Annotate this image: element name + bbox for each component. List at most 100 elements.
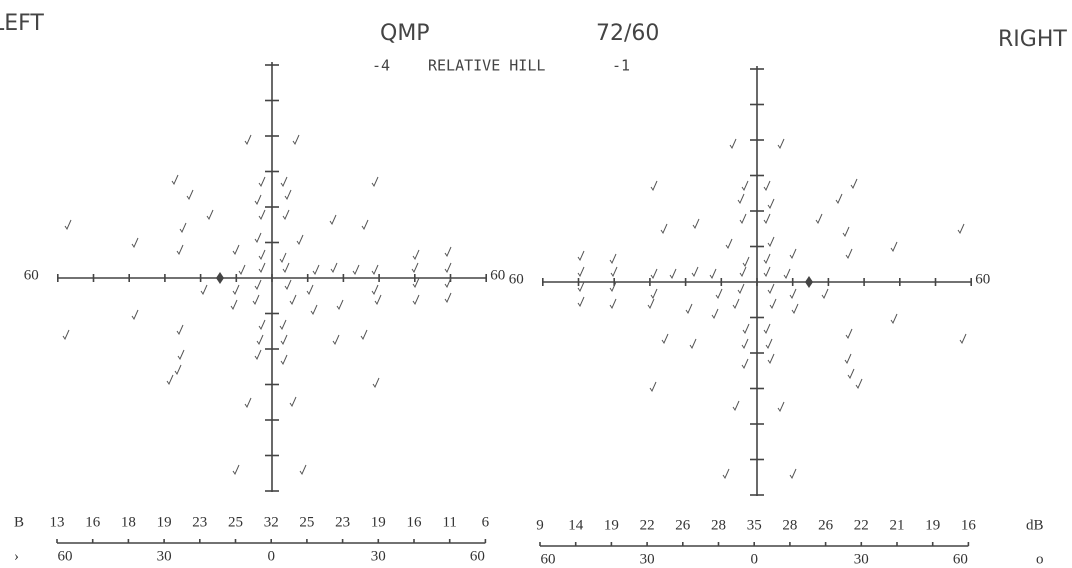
db-value: 22	[854, 517, 869, 533]
db-value: 9	[536, 517, 544, 533]
response-check	[256, 334, 264, 346]
response-check	[722, 468, 730, 480]
response-check	[352, 264, 360, 276]
response-check	[444, 277, 452, 289]
response-check	[890, 241, 898, 253]
response-check	[232, 244, 240, 256]
mode: RELATIVE HILL	[428, 57, 545, 75]
response-check	[238, 264, 246, 276]
left-value: -4	[372, 57, 390, 75]
response-check	[254, 194, 262, 206]
response-check	[835, 193, 843, 205]
response-check	[763, 253, 771, 265]
response-check	[258, 176, 266, 188]
response-check	[374, 294, 382, 306]
response-check	[280, 354, 288, 366]
right-eye-label: RIGHT	[998, 27, 1067, 52]
response-check	[649, 381, 657, 393]
response-check	[732, 400, 740, 412]
response-check	[412, 277, 420, 289]
degree-label: 0	[750, 551, 758, 567]
response-check	[850, 178, 858, 190]
axis-end-label: 60	[490, 267, 505, 283]
response-check	[299, 464, 307, 476]
response-check	[821, 288, 829, 300]
response-check	[230, 299, 238, 311]
db-value: 23	[192, 514, 207, 530]
db-value: 28	[782, 517, 797, 533]
response-check	[330, 262, 338, 274]
response-check	[650, 180, 658, 192]
response-check	[737, 193, 745, 205]
response-check	[284, 279, 292, 291]
response-check	[284, 189, 292, 201]
db-value: 6	[482, 514, 490, 530]
response-check	[769, 298, 777, 310]
response-check	[371, 284, 379, 296]
response-check	[729, 138, 737, 150]
response-check	[577, 281, 585, 293]
response-check	[282, 209, 290, 221]
response-check	[329, 214, 337, 226]
response-check	[959, 333, 967, 345]
response-check	[791, 303, 799, 315]
response-check	[669, 268, 677, 280]
response-check	[444, 292, 452, 304]
response-check	[244, 397, 252, 409]
response-check	[609, 281, 617, 293]
db-unit: B	[14, 514, 24, 530]
response-check	[715, 288, 723, 300]
response-check	[289, 294, 297, 306]
test-name: QMP	[380, 21, 430, 46]
response-check	[739, 213, 747, 225]
response-check	[647, 298, 655, 310]
response-check	[332, 334, 340, 346]
response-check	[855, 378, 863, 390]
response-check	[763, 180, 771, 192]
response-check	[577, 250, 585, 262]
response-check	[767, 198, 775, 210]
response-check	[444, 246, 452, 258]
db-value: 26	[818, 517, 834, 533]
db-value: 19	[371, 514, 386, 530]
degree-label: 60	[541, 551, 556, 567]
degree-label: 30	[640, 551, 655, 567]
response-check	[444, 262, 452, 274]
degree-label: 30	[157, 548, 172, 564]
response-check	[244, 134, 252, 146]
db-value: 19	[157, 514, 172, 530]
degree-label: 60	[953, 551, 968, 567]
db-value: 25	[228, 514, 243, 530]
response-check	[336, 299, 344, 311]
response-check	[166, 374, 174, 386]
degree-label: 30	[371, 548, 386, 564]
db-value: 16	[407, 514, 423, 530]
db-value: 19	[925, 517, 940, 533]
response-check	[742, 256, 750, 268]
response-check	[609, 298, 617, 310]
db-value: 19	[604, 517, 619, 533]
response-check	[258, 209, 266, 221]
db-value: 32	[264, 514, 279, 530]
right-value: -1	[612, 57, 630, 75]
response-check	[685, 303, 693, 315]
response-check	[957, 223, 965, 235]
response-check	[815, 213, 823, 225]
blind-spot	[216, 272, 224, 284]
response-check	[179, 222, 187, 234]
response-check	[777, 138, 785, 150]
response-check	[279, 319, 287, 331]
response-check	[280, 334, 288, 346]
response-check	[62, 329, 70, 341]
response-check	[258, 262, 266, 274]
axis-end-label: 60	[24, 267, 39, 283]
degree-label: 60	[58, 548, 73, 564]
response-check	[650, 288, 658, 300]
response-check	[171, 174, 179, 186]
response-check	[186, 189, 194, 201]
response-check	[725, 238, 733, 250]
response-check	[371, 264, 379, 276]
degree-unit: o	[1036, 551, 1044, 567]
db-value: 11	[442, 514, 456, 530]
stimulus: 72/60	[596, 21, 659, 46]
